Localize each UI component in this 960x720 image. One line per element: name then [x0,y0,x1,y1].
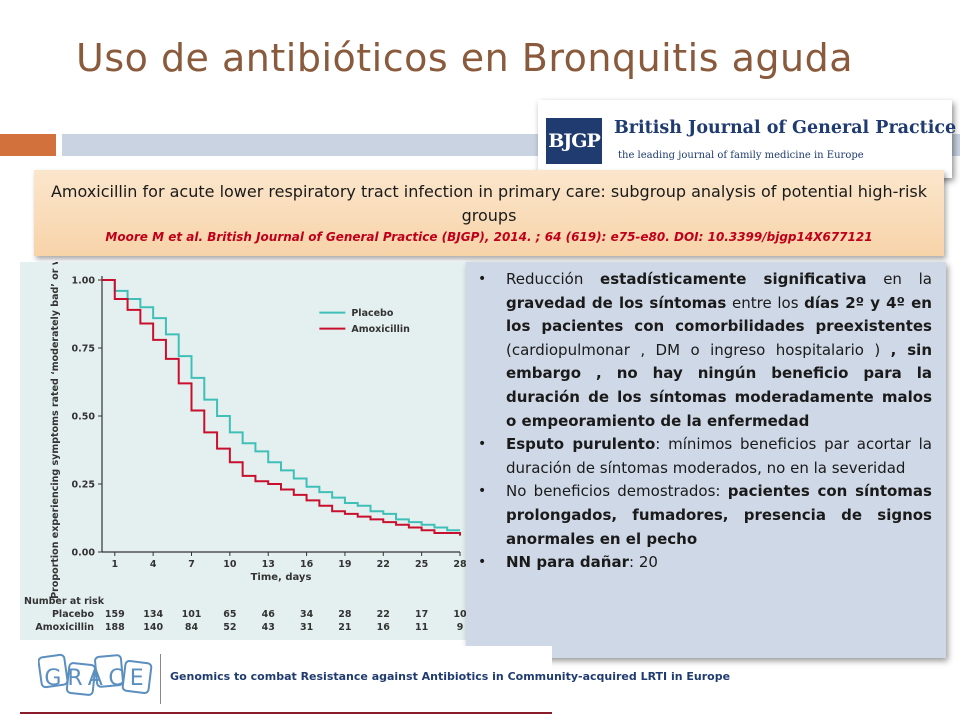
risk-table-value: 159 [105,609,125,620]
x-tick-label: 16 [300,559,314,570]
risk-table-value: 101 [182,609,202,620]
finding-item: Esputo purulento: mínimos beneficios par… [478,433,932,480]
finding-text-bold: estadísticamente significativa [600,270,867,288]
finding-text: : 20 [629,553,658,572]
finding-text: Reducción [506,270,601,288]
risk-table-value: 9 [457,622,464,633]
risk-table-value: 11 [415,622,428,633]
findings-box: Reducción estadísticamente significativa… [466,262,946,658]
risk-table-row-label: Amoxicillin [35,622,94,633]
risk-table-value: 21 [338,622,351,633]
legend-label: Amoxicillin [351,324,410,335]
finding-text-bold: Esputo purulento [506,435,656,454]
bjgp-logo-mark: BJGP [546,118,602,164]
risk-table-value: 140 [143,622,163,633]
findings-list: Reducción estadísticamente significativa… [478,268,932,575]
x-tick-label: 7 [188,559,195,570]
y-tick-label: 0.00 [72,548,96,559]
risk-table-value: 10 [453,609,466,620]
x-axis-label: Time, days [251,572,312,583]
risk-table-value: 188 [105,622,125,633]
finding-item: Reducción estadísticamente significativa… [478,268,932,433]
x-tick-label: 10 [223,559,237,570]
risk-table-value: 43 [262,622,275,633]
risk-table-value: 134 [143,609,163,620]
series-line-placebo [102,279,460,532]
finding-text-bold: NN para dañar [506,553,629,572]
finding-text: No beneficios demostrados: [506,482,728,501]
grace-divider [160,654,161,704]
risk-table-row-label: Placebo [52,609,95,620]
risk-table-value: 17 [415,609,428,620]
reference-title: Amoxicillin for acute lower respiratory … [50,182,928,225]
risk-table-value: 65 [223,609,236,620]
y-tick-label: 0.50 [72,412,96,423]
journal-tagline: the leading journal of family medicine i… [618,150,864,161]
y-tick-label: 1.00 [72,276,96,287]
risk-table-value: 46 [262,609,276,620]
bjgp-logo-banner: BJGP British Journal of General Practice… [538,100,956,178]
accent-bar-orange [0,134,56,156]
x-tick-label: 22 [377,559,390,570]
series-line-amoxicillin [102,279,461,536]
grace-logo-lettering: GRACE [44,666,149,691]
finding-text: : mínimos beneficios par acortar la dura… [506,435,932,477]
grace-logo-icon: GRACE [38,653,153,696]
risk-table-value: 22 [377,609,390,620]
risk-table-header: Number at risk [24,596,105,607]
risk-table-value: 52 [223,622,236,633]
risk-table-value: 16 [377,622,391,633]
finding-text: en la [866,270,932,288]
risk-table-value: 84 [185,622,199,633]
risk-table-value: 28 [338,609,352,620]
x-tick-label: 13 [262,559,275,570]
x-tick-label: 19 [338,559,351,570]
survival-chart-svg: 0.00 0.25 0.50 0.75 1.00 1 4 7 10 13 16 19 22 25 28 Tim… [24,262,466,633]
y-tick-label: 0.75 [72,344,95,355]
grace-tagline: Genomics to combat Resistance against An… [170,670,731,683]
y-axis-label: Proportion experiencing symptoms rated ‘… [50,262,61,599]
reference-citation: Moore M et al. British Journal of Genera… [105,230,873,244]
grace-banner: GRACE Genomics to combat Resistance agai… [20,646,730,714]
risk-table-value: 31 [300,622,313,633]
finding-item: No beneficios demostrados: pacientes con… [478,480,932,551]
x-tick-label: 1 [111,559,118,570]
survival-chart: 0.00 0.25 0.50 0.75 1.00 1 4 7 10 13 16 19 22 25 28 Tim… [20,262,466,640]
slide-title: Uso de antibióticos en Bronquitis aguda [76,36,853,80]
y-tick-label: 0.25 [72,480,95,491]
finding-text: (cardiopulmonar , DM o ingreso hospitala… [506,340,891,359]
risk-table-value: 34 [300,609,314,620]
finding-text-bold: pacientes con síntomas prolongados, fuma… [506,482,932,548]
journal-name: British Journal of General Practice [614,118,957,138]
finding-item: NN para dañar: 20 [478,551,932,575]
finding-text: entre los [726,293,805,312]
finding-text-bold: días 2º y 4º en los pacientes con comorb… [506,293,932,336]
x-tick-label: 4 [150,559,157,570]
legend-label: Placebo [351,308,394,319]
x-tick-label: 28 [453,559,466,570]
reference-box: Amoxicillin for acute lower respiratory … [34,170,944,256]
finding-text-bold: , sin embargo , no hay ningún beneficio … [506,340,932,430]
x-tick-label: 25 [415,559,428,570]
finding-text-bold: gravedad de los síntomas [506,293,727,312]
